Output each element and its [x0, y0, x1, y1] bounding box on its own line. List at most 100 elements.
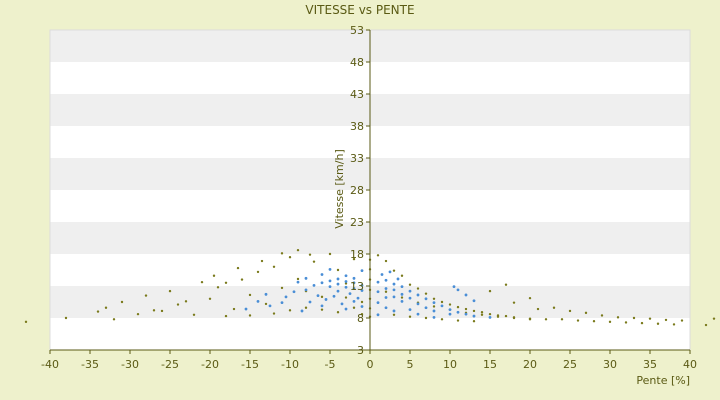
- data-point-series-1: [440, 300, 444, 304]
- data-point-series-1: [472, 320, 476, 323]
- x-tick-label: 0: [367, 358, 374, 371]
- x-tick-label: 35: [643, 358, 657, 371]
- data-point-series-1: [488, 312, 492, 316]
- data-point-series-1: [152, 309, 156, 312]
- data-point-series-1: [344, 296, 348, 299]
- x-axis-label: Pente [%]: [636, 374, 690, 387]
- data-point-series-2: [432, 309, 436, 313]
- x-tick-label: -10: [281, 358, 299, 371]
- data-point-series-2: [448, 308, 452, 312]
- data-point-series-1: [96, 310, 100, 313]
- y-tick-label: 13: [350, 280, 364, 293]
- data-point-series-2: [472, 314, 476, 318]
- data-point-series-2: [300, 309, 304, 313]
- data-point-series-1: [336, 268, 340, 272]
- data-point-series-2: [440, 304, 444, 308]
- data-point-series-1: [576, 319, 580, 322]
- data-point-series-1: [236, 266, 240, 270]
- data-point-series-1: [256, 270, 260, 274]
- data-point-series-1: [328, 252, 332, 256]
- x-tick-label: 30: [603, 358, 617, 371]
- data-point-series-2: [400, 299, 404, 303]
- data-point-series-1: [632, 316, 636, 320]
- data-point-series-2: [280, 301, 284, 305]
- data-point-series-1: [568, 309, 572, 313]
- data-point-series-1: [488, 289, 492, 293]
- data-point-series-1: [296, 277, 300, 281]
- x-tick-label: 25: [563, 358, 577, 371]
- data-point-series-1: [384, 290, 388, 293]
- data-point-series-1: [264, 302, 268, 306]
- data-point-series-1: [672, 323, 676, 326]
- data-point-series-2: [332, 294, 336, 298]
- x-tick-label: 20: [523, 358, 537, 371]
- data-point-series-2: [336, 277, 340, 281]
- y-tick-label: 38: [350, 120, 364, 133]
- data-point-series-2: [416, 302, 420, 306]
- data-point-series-1: [424, 292, 428, 295]
- x-tick-label: 10: [443, 358, 457, 371]
- data-point-series-2: [268, 304, 272, 308]
- x-tick-label: 15: [483, 358, 497, 371]
- y-tick-label: 48: [350, 56, 364, 69]
- data-point-series-1: [280, 252, 284, 255]
- y-tick-label: 3: [357, 344, 364, 357]
- data-point-series-2: [320, 304, 324, 308]
- data-point-series-1: [104, 306, 108, 309]
- data-point-series-1: [112, 318, 116, 321]
- data-point-series-1: [640, 321, 644, 325]
- data-point-series-1: [432, 305, 436, 308]
- data-points: [24, 248, 716, 327]
- data-point-series-2: [304, 276, 308, 280]
- data-point-series-1: [712, 317, 716, 320]
- data-point-series-2: [408, 308, 412, 312]
- data-point-series-2: [344, 285, 348, 289]
- data-point-series-1: [240, 278, 244, 281]
- data-point-series-2: [340, 302, 344, 306]
- data-point-series-1: [344, 282, 348, 285]
- data-point-series-2: [352, 287, 356, 290]
- data-point-series-2: [308, 300, 312, 304]
- data-point-series-1: [304, 306, 308, 309]
- data-point-series-2: [320, 273, 324, 276]
- data-point-series-2: [336, 289, 340, 293]
- data-point-series-2: [388, 270, 392, 274]
- data-point-series-2: [408, 296, 412, 300]
- data-point-series-1: [584, 311, 588, 315]
- data-point-series-1: [392, 269, 396, 272]
- data-point-series-1: [24, 320, 28, 324]
- data-point-series-2: [292, 290, 296, 294]
- data-point-series-2: [284, 295, 288, 299]
- x-tick-label: -5: [325, 358, 336, 371]
- data-point-series-2: [456, 310, 460, 314]
- data-point-series-2: [384, 296, 388, 299]
- data-point-series-2: [352, 276, 356, 280]
- data-point-series-1: [424, 316, 428, 320]
- data-point-series-2: [392, 282, 396, 286]
- data-point-series-1: [184, 300, 188, 303]
- x-tick-label: 40: [683, 358, 697, 371]
- data-point-series-1: [272, 265, 276, 268]
- data-point-series-2: [352, 299, 356, 303]
- y-tick-label: 18: [350, 248, 364, 261]
- data-point-series-2: [316, 294, 320, 297]
- data-point-series-2: [256, 299, 260, 303]
- data-point-series-2: [464, 293, 468, 297]
- data-point-series-2: [264, 292, 268, 296]
- data-point-series-1: [440, 318, 444, 321]
- data-point-series-2: [348, 292, 352, 296]
- data-point-series-2: [360, 283, 364, 287]
- data-point-series-1: [288, 256, 292, 259]
- data-point-series-2: [472, 299, 476, 303]
- data-point-series-1: [176, 303, 180, 306]
- data-point-series-1: [400, 296, 404, 299]
- data-point-series-2: [344, 307, 348, 311]
- data-point-series-2: [324, 298, 328, 301]
- x-tick-label: -40: [41, 358, 59, 371]
- data-point-series-2: [376, 313, 380, 317]
- data-point-series-2: [448, 312, 452, 316]
- data-point-series-1: [432, 297, 436, 300]
- data-point-series-1: [608, 320, 612, 324]
